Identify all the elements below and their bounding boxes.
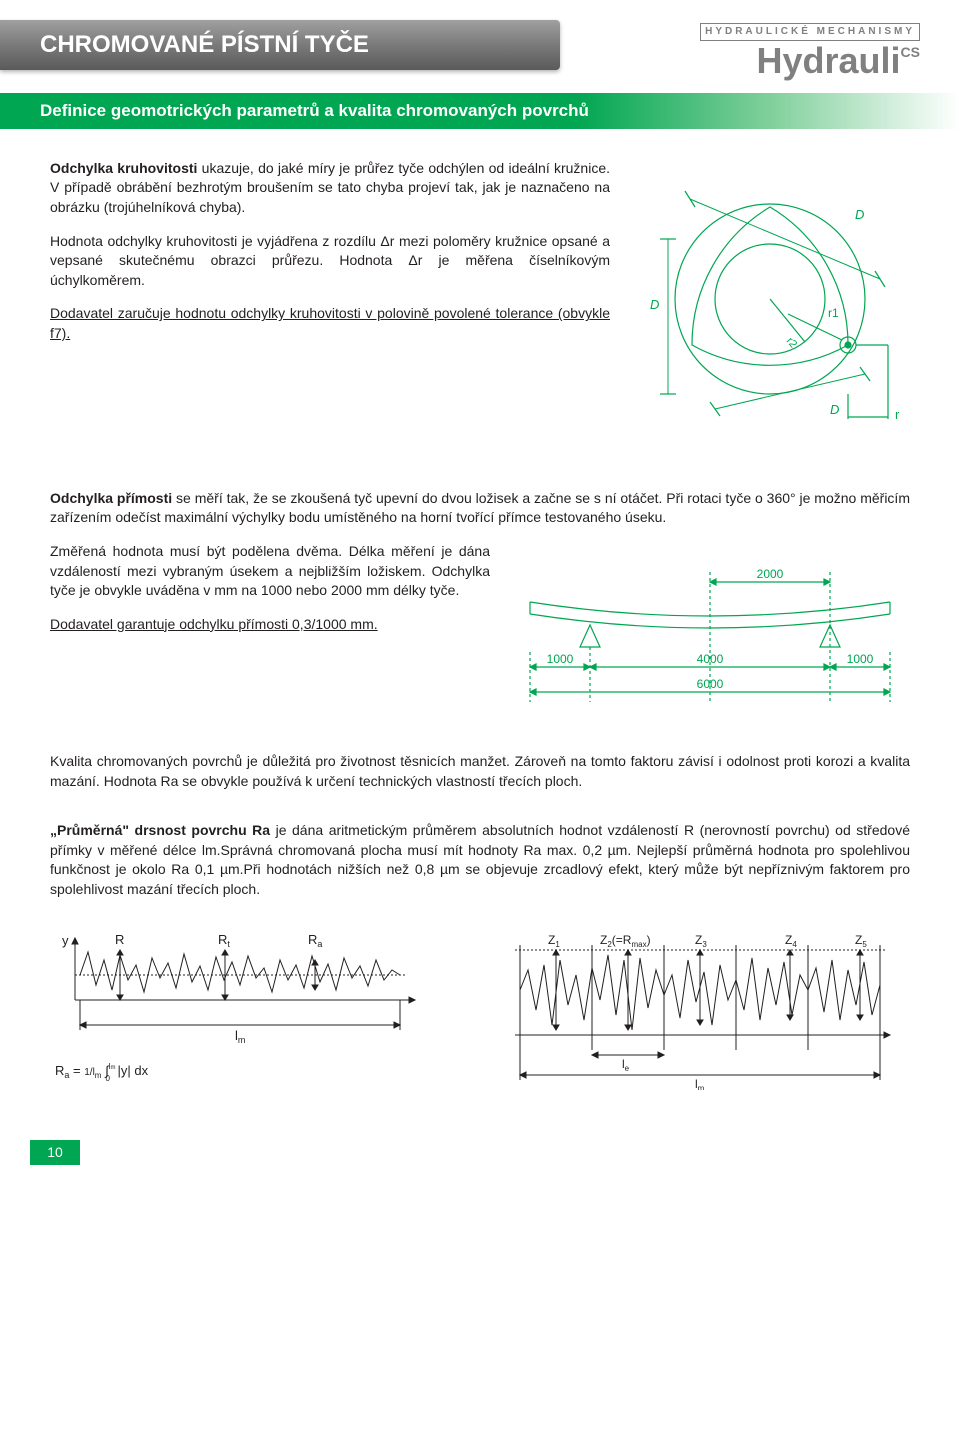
label-R: R: [115, 932, 124, 947]
label-Z4: Z4: [785, 933, 797, 949]
dim-1000-left: 1000: [547, 652, 574, 666]
section2-left-column: Změřená hodnota musí být podělena dvěma.…: [50, 542, 490, 648]
term-circularity: Odchylka kruhovitosti: [50, 160, 197, 176]
dim-4000: 4000: [697, 652, 724, 666]
section-roughness: „Průměrná" drsnost povrchu Ra je dána ar…: [50, 821, 910, 1089]
label-lm: lm: [235, 1028, 245, 1045]
label-r2: r2: [784, 335, 799, 350]
label-r1: r1: [828, 306, 839, 320]
label-Z2: Z2(=Rmax): [600, 933, 651, 949]
dim-2000: 2000: [757, 567, 784, 581]
reuleaux-diagram: D D D r1 r2 r: [630, 159, 910, 439]
roughness-diagrams: y R Rt Ra lm Ra = 1/lm ∫lm0 |y| dx: [50, 930, 910, 1090]
section1-paragraph-1: Odchylka kruhovitosti ukazuje, do jaké m…: [50, 159, 610, 218]
dim-6000: 6000: [697, 677, 724, 691]
page-title: CHROMOVANÉ PÍSTNÍ TYČE: [40, 31, 369, 58]
term-roughness: „Průměrná" drsnost povrchu Ra: [50, 822, 270, 838]
logo-caption: HYDRAULICKÉ MECHANISMY: [700, 23, 920, 41]
page-header: CHROMOVANÉ PÍSTNÍ TYČE HYDRAULICKÉ MECHA…: [0, 0, 960, 79]
rod-deflection-diagram: 2000 1000 4000 1000 6000: [510, 552, 910, 722]
label-lm2: lm: [695, 1077, 705, 1090]
subtitle-text: Definice geomotrických parametrů a kvali…: [40, 101, 589, 120]
rz-profile-svg: Z1 Z2(=Rmax) Z3 Z4 Z5 le lm: [500, 930, 900, 1090]
label-D-bottom: D: [830, 402, 839, 417]
section-circularity: Odchylka kruhovitosti ukazuje, do jaké m…: [50, 159, 910, 439]
rz-profile-diagram: Z1 Z2(=Rmax) Z3 Z4 Z5 le lm: [500, 930, 910, 1090]
logo-container: HYDRAULICKÉ MECHANISMY HydrauliCS: [700, 20, 920, 79]
label-Z5: Z5: [855, 933, 867, 949]
label-r: r: [895, 407, 900, 422]
page-content: Odchylka kruhovitosti ukazuje, do jaké m…: [0, 129, 960, 1110]
page-title-bar: CHROMOVANÉ PÍSTNÍ TYČE: [0, 20, 560, 70]
section2-flex: Změřená hodnota musí být podělena dvěma.…: [50, 542, 910, 722]
logo-superscript: CS: [901, 44, 920, 60]
section2-paragraph-3: Dodavatel garantuje odchylku přímosti 0,…: [50, 615, 490, 635]
label-Ra: Ra: [308, 932, 322, 949]
label-D-top: D: [855, 207, 864, 222]
reuleaux-svg: D D D r1 r2 r: [630, 159, 910, 439]
rod-svg: 2000 1000 4000 1000 6000: [510, 552, 910, 722]
ra-profile-svg: y R Rt Ra lm Ra = 1/lm ∫lm0 |y| dx: [50, 930, 430, 1090]
subtitle-bar: Definice geomotrických parametrů a kvali…: [0, 93, 960, 129]
label-y: y: [62, 933, 69, 948]
dim-1000-right: 1000: [847, 652, 874, 666]
section2-paragraph-1: Odchylka přímosti se měří tak, že se zko…: [50, 489, 910, 528]
label-D-left: D: [650, 297, 659, 312]
label-le: le: [622, 1057, 630, 1073]
section-surface-quality: Kvalita chromovaných povrchů je důležitá…: [50, 752, 910, 791]
logo-brand: HydrauliCS: [700, 43, 920, 79]
page-number: 10: [30, 1140, 80, 1166]
label-Rt: Rt: [218, 932, 230, 949]
label-Z3: Z3: [695, 933, 707, 949]
section1-paragraph-2: Hodnota odchylky kruhovitosti je vyjádře…: [50, 232, 610, 291]
section2-p1-body: se měří tak, že se zkoušená tyč upevní d…: [50, 490, 910, 526]
section1-text-column: Odchylka kruhovitosti ukazuje, do jaké m…: [50, 159, 610, 439]
section1-paragraph-3: Dodavatel zaručuje hodnotu odchylky kruh…: [50, 304, 610, 343]
ra-profile-diagram: y R Rt Ra lm Ra = 1/lm ∫lm0 |y| dx: [50, 930, 460, 1090]
section-straightness: Odchylka přímosti se měří tak, že se zko…: [50, 489, 910, 722]
label-Z1: Z1: [548, 933, 560, 949]
logo-text: Hydrauli: [757, 40, 901, 81]
term-straightness: Odchylka přímosti: [50, 490, 172, 506]
formula-Ra: Ra = 1/lm ∫lm0 |y| dx: [55, 1062, 149, 1083]
section2-paragraph-2: Změřená hodnota musí být podělena dvěma.…: [50, 542, 490, 601]
section3-paragraph-1: Kvalita chromovaných povrchů je důležitá…: [50, 752, 910, 791]
section4-paragraph-1: „Průměrná" drsnost povrchu Ra je dána ar…: [50, 821, 910, 899]
